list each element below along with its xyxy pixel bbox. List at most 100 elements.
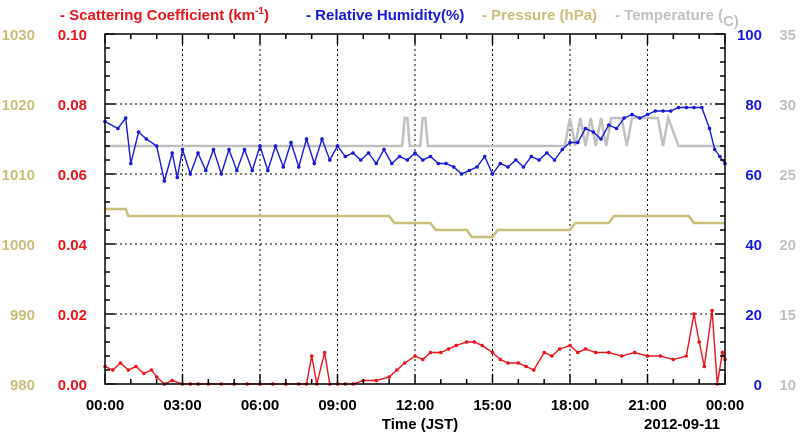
data-point-scattering xyxy=(464,340,469,344)
x-tick-label: 18:00 xyxy=(551,397,589,414)
data-point-scattering xyxy=(684,354,689,358)
pressure-tick-label: 980 xyxy=(10,377,35,394)
data-point-humidity xyxy=(335,144,340,148)
pressure-tick-label: 1030 xyxy=(2,27,35,44)
data-point-humidity xyxy=(154,144,159,148)
scattering-tick-label: 0.04 xyxy=(58,237,88,254)
data-point-humidity xyxy=(521,165,526,169)
data-point-humidity xyxy=(297,165,301,169)
data-point-humidity xyxy=(537,158,541,162)
data-point-humidity xyxy=(712,147,717,152)
series-line-temperature xyxy=(105,113,725,148)
data-point-humidity xyxy=(490,172,495,176)
data-point-humidity xyxy=(568,140,572,145)
scattering-tick-label: 0.00 xyxy=(58,377,87,394)
legend-temperature: - Temperature (C) xyxy=(615,7,739,30)
x-tick-label: 09:00 xyxy=(318,397,356,414)
date-label: 2012-09-11 xyxy=(644,416,720,433)
data-point-scattering xyxy=(134,364,138,369)
pressure-tick-label: 1020 xyxy=(2,97,35,114)
temperature-tick-label: 35 xyxy=(779,27,796,44)
data-point-humidity xyxy=(359,158,363,162)
data-point-scattering xyxy=(111,368,115,372)
data-point-humidity xyxy=(607,123,611,127)
data-point-humidity xyxy=(718,154,722,159)
data-point-humidity xyxy=(180,147,185,152)
x-tick-label: 15:00 xyxy=(473,397,511,414)
data-point-humidity xyxy=(591,130,596,134)
temperature-tick-label: 30 xyxy=(779,97,796,114)
x-axis-title: Time (JST) xyxy=(382,416,458,433)
data-point-humidity xyxy=(258,144,262,148)
data-point-humidity xyxy=(684,105,689,110)
data-point-scattering xyxy=(671,357,676,362)
data-point-scattering xyxy=(658,354,663,358)
data-point-humidity xyxy=(170,151,174,155)
data-point-humidity xyxy=(162,179,167,183)
data-point-scattering xyxy=(607,350,611,355)
data-point-humidity xyxy=(328,158,332,162)
data-point-scattering xyxy=(142,371,146,376)
x-tick-label: 12:00 xyxy=(396,397,434,414)
series-pressure xyxy=(105,207,725,239)
data-point-scattering xyxy=(446,347,451,351)
legend-humidity: - Relative Humidity(%) xyxy=(306,7,464,24)
humidity-tick-label: 60 xyxy=(745,167,762,184)
data-point-humidity xyxy=(320,137,324,141)
data-point-scattering xyxy=(506,361,510,365)
humidity-tick-label: 20 xyxy=(745,307,762,324)
data-point-humidity xyxy=(405,158,410,162)
data-point-scattering xyxy=(374,378,379,383)
legend-scattering: - Scattering Coefficient (km-1) xyxy=(60,6,269,24)
data-point-humidity xyxy=(281,165,286,169)
x-tick-label: 00:00 xyxy=(706,397,744,414)
data-point-humidity xyxy=(614,126,619,131)
data-point-humidity xyxy=(676,105,681,110)
temperature-tick-label: 10 xyxy=(779,377,796,394)
data-point-humidity xyxy=(475,165,479,169)
data-point-humidity xyxy=(459,172,464,176)
data-point-humidity xyxy=(707,126,712,131)
pressure-tick-label: 1010 xyxy=(2,167,35,184)
data-point-humidity xyxy=(273,144,278,148)
data-point-humidity xyxy=(498,161,503,166)
temperature-tick-label: 15 xyxy=(779,307,796,324)
data-point-scattering xyxy=(309,354,314,358)
data-point-humidity xyxy=(266,168,270,173)
data-point-scattering xyxy=(454,343,459,348)
grid xyxy=(105,34,725,384)
data-point-scattering xyxy=(149,368,154,372)
data-point-humidity xyxy=(188,172,193,176)
data-point-humidity xyxy=(638,116,642,120)
data-point-scattering xyxy=(583,347,588,351)
data-point-scattering xyxy=(472,340,477,344)
scattering-tick-label: 0.02 xyxy=(58,307,87,324)
x-axis-ticks: 00:00 03:00 06:00 09:00 12:00 15:00 18:00 21:00… xyxy=(86,34,744,414)
scattering-tick-label: 0.10 xyxy=(58,27,87,44)
humidity-tick-label: 40 xyxy=(745,237,762,254)
legend: - Scattering Coefficient (km-1) - Relati… xyxy=(60,6,739,30)
data-point-scattering xyxy=(632,350,637,355)
humidity-tick-label: 80 xyxy=(745,97,762,114)
data-point-scattering xyxy=(428,350,433,355)
data-point-scattering xyxy=(557,347,562,351)
data-point-scattering xyxy=(702,364,707,369)
data-point-humidity xyxy=(366,151,371,155)
data-point-scattering xyxy=(402,361,407,365)
data-point-humidity xyxy=(436,161,441,166)
data-point-humidity xyxy=(304,137,309,141)
data-point-humidity xyxy=(250,168,255,173)
data-point-humidity xyxy=(397,154,402,159)
data-point-humidity xyxy=(390,161,394,166)
data-point-scattering xyxy=(524,364,528,369)
data-point-scattering xyxy=(480,343,485,348)
data-point-humidity xyxy=(123,116,128,120)
data-point-scattering xyxy=(118,361,123,365)
data-point-scattering xyxy=(594,350,598,355)
data-point-humidity xyxy=(645,112,650,117)
data-point-scattering xyxy=(490,350,495,355)
data-point-humidity xyxy=(374,161,379,166)
data-point-humidity xyxy=(136,130,141,134)
data-point-scattering xyxy=(692,312,696,316)
